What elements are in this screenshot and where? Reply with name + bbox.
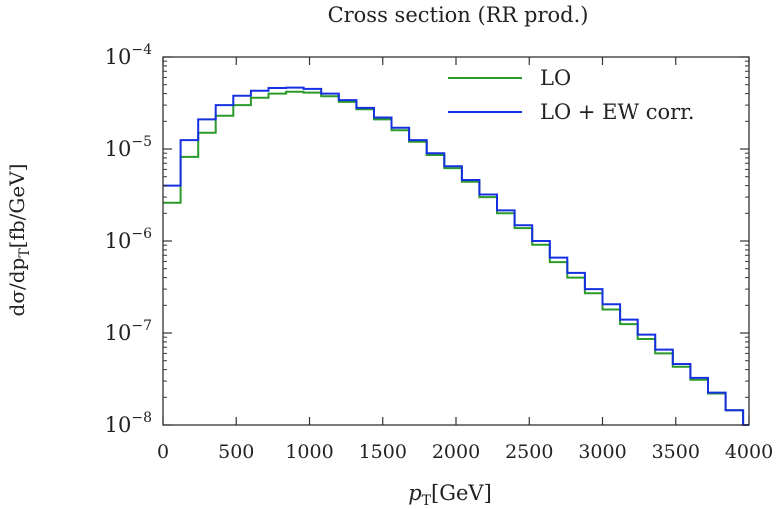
y-axis-label-sub: T [17, 248, 33, 258]
x-axis-label-unit: [GeV] [431, 481, 492, 505]
legend: LO LO + EW corr. [448, 66, 695, 124]
x-tick-label: 500 [218, 441, 254, 463]
plot-frame [162, 56, 750, 426]
chart-title: Cross section (RR prod.) [328, 3, 589, 27]
x-tick-label: 1000 [285, 441, 333, 463]
x-tick-label: 3500 [652, 441, 700, 463]
series-line-lo-ew [163, 86, 749, 426]
y-axis-label-prefix: dσ/dp [5, 258, 29, 317]
legend-label: LO [540, 66, 571, 90]
y-tick-label: 10−6 [105, 226, 152, 253]
x-tick-label: 3000 [578, 441, 626, 463]
x-tick-label: 2500 [505, 441, 553, 463]
x-tick-label: 0 [157, 441, 169, 463]
y-tick-label: 10−5 [105, 134, 152, 161]
x-tick-label: 1500 [359, 441, 407, 463]
legend-label: LO + EW corr. [540, 100, 695, 124]
x-axis-label-main: p [408, 481, 421, 505]
y-axis-label: dσ/dpT[fb/GeV] [5, 164, 33, 317]
x-tick-label: 2000 [432, 441, 480, 463]
svg-text:dσ/dpT[fb/GeV]: dσ/dpT[fb/GeV] [5, 164, 33, 317]
y-tick-label: 10−8 [105, 410, 152, 437]
y-tick-label: 10−7 [105, 318, 152, 345]
x-axis-label: pT[GeV] [408, 481, 492, 509]
x-tick-label: 4000 [725, 441, 773, 463]
series-line-lo [163, 90, 749, 426]
y-axis-label-unit: [fb/GeV] [5, 164, 29, 249]
x-axis-label-sub: T [422, 493, 432, 509]
y-tick-label: 10−4 [105, 42, 152, 69]
